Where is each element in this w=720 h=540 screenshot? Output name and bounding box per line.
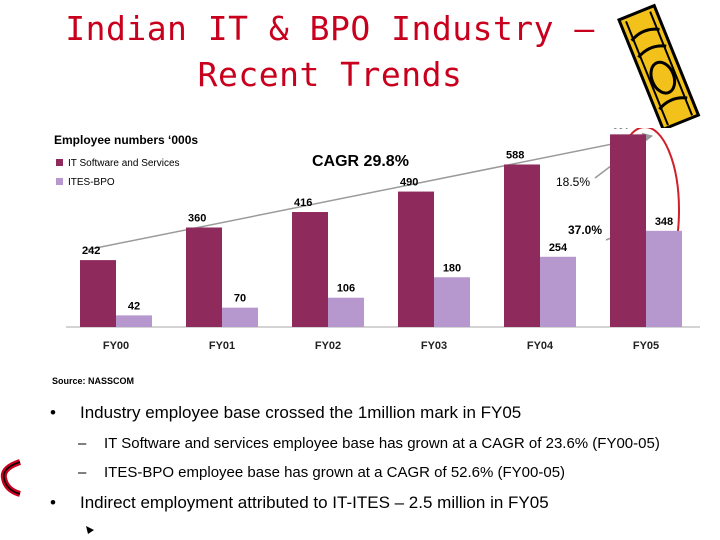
slide-title-line-2: Recent Trends <box>197 55 463 94</box>
data-label-bpo-fy04: 254 <box>549 242 568 254</box>
sub-bullet-item: – ITES-BPO employee base has grown at a C… <box>78 464 565 481</box>
sub-bullet-marker: – <box>78 435 87 452</box>
bar-bpo-fy05 <box>646 230 682 327</box>
bar-bpo-fy03 <box>434 277 470 327</box>
bar-it-fy02 <box>292 212 328 327</box>
growth-label-it: 18.5% <box>556 175 590 189</box>
x-tick-label-fy05: FY05 <box>633 340 659 352</box>
source-note: Source: NASSCOM <box>52 376 135 386</box>
bar-bpo-fy04 <box>540 256 576 327</box>
data-label-it-fy00: 242 <box>82 245 100 257</box>
growth-label-bpo: 37.0% <box>568 223 602 237</box>
bar-bpo-fy01 <box>222 307 258 327</box>
bar-bpo-fy00 <box>116 315 152 327</box>
bar-it-fy03 <box>398 191 434 327</box>
legend-label-it: IT Software and Services <box>68 158 180 169</box>
slide-title-line-1: Indian IT & BPO Industry – <box>65 9 595 48</box>
bar-it-fy04 <box>504 164 540 327</box>
chart-title: Employee numbers ‘000s <box>54 133 198 147</box>
legend-swatch-bpo <box>56 178 63 185</box>
x-tick-label-fy00: FY00 <box>103 340 129 352</box>
cagr-label: CAGR 29.8% <box>312 153 409 170</box>
slide-title: Indian IT & BPO Industry – Recent Trends <box>40 6 620 98</box>
bar-it-fy01 <box>186 227 222 327</box>
data-label-bpo-fy03: 180 <box>443 262 461 274</box>
bullet-marker: • <box>50 403 56 422</box>
sub-bullet-marker: – <box>78 464 87 481</box>
chart-canvas: Employee numbers ‘000s IT Software and S… <box>54 128 700 352</box>
employee-chart: Employee numbers ‘000s IT Software and S… <box>40 128 715 390</box>
x-tick-label-fy01: FY01 <box>209 340 235 352</box>
data-label-it-fy01: 360 <box>188 213 206 225</box>
bullet-text: Indirect employment attributed to IT-ITE… <box>80 493 549 512</box>
bar-it-fy05 <box>610 134 646 327</box>
data-label-bpo-fy01: 70 <box>234 293 246 305</box>
sub-bullet-text: IT Software and services employee base h… <box>104 435 660 452</box>
bullet-item: • Industry employee base crossed the 1mil… <box>50 403 521 423</box>
x-tick-label-fy02: FY02 <box>315 340 341 352</box>
x-tick-label-fy03: FY03 <box>421 340 447 352</box>
data-label-it-fy03: 490 <box>400 177 418 189</box>
data-label-bpo-fy02: 106 <box>337 283 355 295</box>
legend-label-bpo: ITES-BPO <box>68 177 115 188</box>
decorative-swirl-icon <box>0 459 22 497</box>
cagr-trend-arrow <box>85 132 654 251</box>
bar-bpo-fy02 <box>328 297 364 327</box>
data-label-it-fy04: 588 <box>506 149 524 161</box>
data-label-bpo-fy05: 348 <box>655 216 673 228</box>
data-label-bpo-fy00: 42 <box>128 300 140 312</box>
bullet-text: Industry employee base crossed the 1mill… <box>80 403 522 422</box>
sub-bullet-text: ITES-BPO employee base has grown at a CA… <box>104 464 566 481</box>
sub-bullet-item: – IT Software and services employee base … <box>78 435 660 452</box>
data-label-it-fy02: 416 <box>294 197 312 209</box>
bullet-marker: • <box>50 493 56 512</box>
x-tick-label-fy04: FY04 <box>527 340 554 352</box>
bars-layer: 242 42 FY00 360 70 FY01 416 106 FY02 490 180 FY03 58… <box>80 128 682 352</box>
decorative-dot-icon <box>86 526 94 534</box>
data-label-it-fy05: 697 <box>612 128 630 131</box>
bullet-item: • Indirect employment attributed to IT-IT… <box>50 493 549 513</box>
pencil-icon <box>617 3 701 132</box>
bar-it-fy00 <box>80 260 116 327</box>
legend-swatch-it <box>56 159 63 166</box>
